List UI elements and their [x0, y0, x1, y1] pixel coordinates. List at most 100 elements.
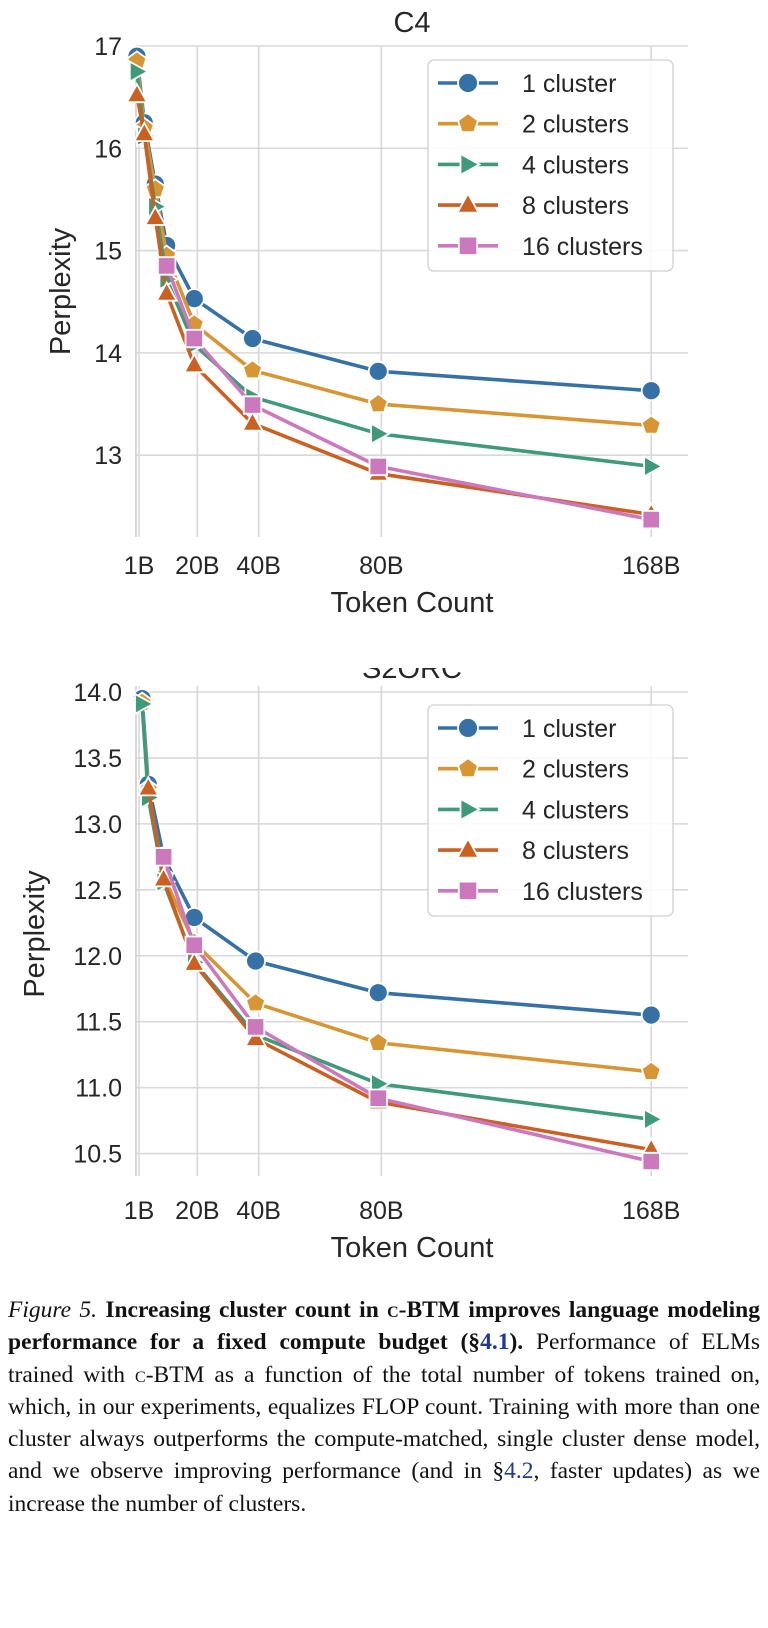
figure-caption: Figure 5. Increasing cluster count in c-…	[8, 1297, 761, 1517]
data-point-8-clusters	[241, 410, 265, 432]
legend-label: 2 clusters	[522, 111, 629, 139]
y-tick-label: 14.0	[73, 679, 122, 707]
x-tick-label: 20B	[175, 552, 219, 580]
legend-marker	[459, 152, 482, 177]
y-tick-label: 12.5	[73, 877, 122, 905]
legend-item-2-clusters: 2 clusters	[438, 756, 629, 784]
legend-item-8-clusters: 8 clusters	[438, 191, 629, 220]
series-16-clusters	[156, 256, 661, 530]
legend-label: 8 clusters	[522, 837, 629, 865]
data-point-1-cluster	[640, 1004, 662, 1026]
series-line-16-clusters	[164, 264, 654, 522]
data-point-8-clusters	[244, 1026, 268, 1047]
legend-label: 8 clusters	[522, 192, 629, 220]
data-point-4-clusters	[370, 422, 392, 446]
plot-area	[131, 688, 664, 1172]
x-tick-label: 168B	[622, 1197, 680, 1225]
legend-marker	[456, 112, 480, 134]
legend-item-4-clusters: 4 clusters	[438, 796, 629, 824]
x-tick-label: 1B	[124, 1197, 155, 1225]
data-point-8-clusters	[143, 205, 167, 226]
figure-label: Figure 5.	[8, 1297, 98, 1323]
legend-item-8-clusters: 8 clusters	[438, 836, 629, 865]
x-tick-label: 168B	[622, 552, 680, 580]
data-point-1-cluster	[242, 328, 263, 349]
y-tick-label: 13.5	[73, 745, 122, 773]
legend-label: 4 clusters	[522, 796, 629, 824]
legend-marker	[457, 235, 479, 256]
legend-marker	[455, 191, 481, 214]
legend-label: 4 clusters	[522, 151, 629, 179]
legend-label: 1 cluster	[522, 70, 616, 98]
data-point-2-clusters	[640, 414, 662, 435]
chart-title: C4	[393, 7, 430, 39]
data-point-16-clusters	[156, 256, 177, 276]
legend-marker	[457, 717, 479, 739]
data-point-16-clusters	[242, 395, 263, 415]
legend-marker	[457, 880, 479, 901]
x-tick-label: 80B	[359, 552, 403, 580]
legend-item-1-cluster: 1 cluster	[438, 715, 616, 743]
x-axis-label: Token Count	[331, 587, 494, 619]
data-point-16-clusters	[641, 1151, 661, 1172]
legend: 1 cluster 2 clusters 4 clusters 8 clusters 1…	[427, 704, 674, 917]
y-tick-label: 13.0	[73, 811, 122, 839]
y-tick-label: 14	[94, 340, 122, 368]
legend-box	[427, 704, 674, 917]
data-point-1-cluster	[245, 950, 267, 972]
legend-label: 16 clusters	[522, 233, 643, 261]
data-point-1-cluster	[367, 360, 389, 382]
legend-label: 1 cluster	[522, 715, 616, 743]
data-point-4-clusters	[643, 454, 664, 478]
y-axis-label: Perplexity	[45, 227, 77, 355]
legend-marker	[457, 72, 479, 94]
data-point-8-clusters	[182, 950, 206, 972]
data-point-8-clusters	[125, 82, 149, 104]
x-tick-label: 40B	[236, 1197, 280, 1225]
data-point-8-clusters	[136, 775, 160, 797]
y-tick-label: 11.5	[75, 1009, 122, 1037]
section-ref-link[interactable]: 4.1	[480, 1329, 510, 1356]
plot-area	[125, 45, 664, 530]
data-point-16-clusters	[184, 328, 204, 349]
data-point-16-clusters	[153, 847, 174, 867]
data-point-2-clusters	[241, 359, 264, 380]
data-point-16-clusters	[368, 1088, 388, 1108]
legend-box	[427, 59, 674, 272]
section-ref-link[interactable]: 4.2	[504, 1458, 534, 1485]
legend-marker	[459, 797, 482, 822]
y-axis-label: Perplexity	[19, 870, 51, 998]
data-point-16-clusters	[368, 456, 388, 477]
y-tick-label: 11.0	[75, 1075, 122, 1103]
data-point-2-clusters	[245, 992, 267, 1013]
data-point-4-clusters	[128, 60, 150, 84]
legend-item-1-cluster: 1 cluster	[438, 70, 616, 98]
legend-item-4-clusters: 4 clusters	[438, 151, 629, 179]
data-point-1-cluster	[640, 380, 662, 402]
legend-label: 2 clusters	[522, 756, 629, 784]
legend-item-2-clusters: 2 clusters	[438, 111, 629, 139]
legend-marker	[456, 757, 480, 779]
series-16-clusters	[153, 847, 661, 1172]
x-tick-label: 1B	[124, 552, 155, 580]
data-point-2-clusters	[640, 1060, 662, 1081]
y-tick-label: 15	[94, 238, 122, 266]
data-point-16-clusters	[184, 935, 204, 955]
c4-perplexity-chart: 1B 20B 40B 80B 168B 13 14 15 16 17 C4 Token Count Pe…	[45, 7, 688, 619]
s2orc-perplexity-chart: 1B 20B 40B 80B 168B 10.5 11.0 11.5 12.0 12.5 13.0 1…	[19, 668, 688, 1264]
data-point-16-clusters	[245, 1017, 266, 1037]
chart-title: S2ORC	[362, 668, 462, 685]
legend: 1 cluster 2 clusters 4 clusters 8 clusters 1…	[427, 59, 674, 272]
legend-label: 16 clusters	[522, 878, 643, 906]
data-point-4-clusters	[134, 692, 155, 716]
data-point-16-clusters	[641, 509, 661, 530]
y-tick-label: 16	[94, 135, 122, 163]
y-tick-label: 12.0	[73, 943, 122, 971]
data-point-8-clusters	[152, 866, 176, 888]
data-point-8-clusters	[182, 352, 206, 374]
data-point-8-clusters	[132, 121, 156, 143]
x-tick-label: 40B	[236, 552, 280, 580]
caption-title: Increasing cluster count in c-BTM improv…	[8, 1297, 760, 1356]
data-point-4-clusters	[643, 1107, 664, 1131]
x-tick-label: 20B	[175, 1197, 219, 1225]
